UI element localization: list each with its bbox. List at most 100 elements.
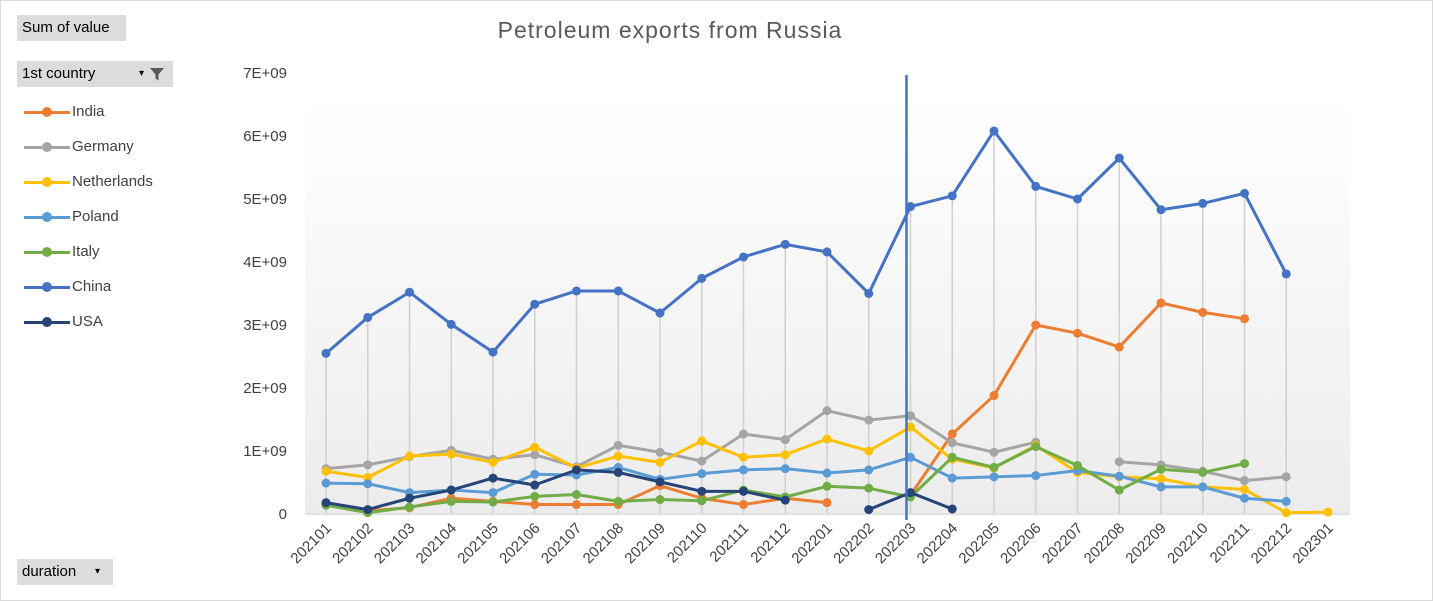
data-point[interactable]	[864, 505, 874, 515]
data-point[interactable]	[613, 496, 623, 506]
data-point[interactable]	[780, 239, 790, 249]
data-point[interactable]	[739, 486, 748, 496]
legend-item-poland[interactable]: Poland	[24, 199, 153, 234]
data-point[interactable]	[864, 446, 874, 456]
data-point[interactable]	[446, 485, 456, 495]
data-point[interactable]	[1073, 328, 1082, 338]
data-point[interactable]	[906, 488, 915, 498]
data-point[interactable]	[405, 287, 414, 297]
data-point[interactable]	[613, 467, 623, 477]
data-point[interactable]	[572, 500, 581, 510]
data-point[interactable]	[1240, 493, 1249, 503]
data-point[interactable]	[822, 468, 832, 478]
data-point[interactable]	[488, 473, 498, 483]
data-point[interactable]	[1073, 194, 1082, 204]
data-point[interactable]	[655, 477, 665, 487]
data-point[interactable]	[864, 415, 874, 425]
data-point[interactable]	[655, 495, 665, 505]
data-point[interactable]	[572, 286, 581, 296]
data-point[interactable]	[1114, 153, 1124, 163]
data-point[interactable]	[822, 481, 832, 491]
data-point[interactable]	[1114, 457, 1124, 467]
legend-item-china[interactable]: China	[24, 269, 153, 304]
data-point[interactable]	[947, 452, 957, 462]
data-point[interactable]	[1281, 496, 1291, 506]
data-point[interactable]	[530, 480, 540, 490]
data-point[interactable]	[1031, 471, 1041, 481]
data-point[interactable]	[1281, 269, 1291, 279]
data-point[interactable]	[989, 462, 999, 472]
first-country-field-button[interactable]: 1st country ▾	[17, 61, 173, 87]
data-point[interactable]	[530, 500, 540, 510]
data-point[interactable]	[697, 469, 707, 479]
data-point[interactable]	[488, 457, 498, 467]
data-point[interactable]	[906, 422, 915, 432]
data-point[interactable]	[1281, 472, 1291, 482]
data-point[interactable]	[822, 406, 832, 416]
data-point[interactable]	[488, 347, 498, 357]
data-point[interactable]	[1156, 464, 1166, 474]
data-point[interactable]	[739, 252, 748, 262]
data-point[interactable]	[947, 504, 957, 514]
data-point[interactable]	[906, 452, 915, 462]
data-point[interactable]	[697, 496, 707, 506]
data-point[interactable]	[1240, 484, 1249, 494]
legend-item-germany[interactable]: Germany	[24, 129, 153, 164]
filter-icon[interactable]	[149, 66, 165, 82]
data-point[interactable]	[530, 450, 540, 460]
data-point[interactable]	[1240, 459, 1249, 469]
duration-field-button[interactable]: duration ▾	[17, 559, 113, 585]
data-point[interactable]	[530, 442, 540, 452]
data-point[interactable]	[1198, 198, 1208, 208]
data-point[interactable]	[655, 457, 665, 467]
data-point[interactable]	[1031, 181, 1041, 191]
data-point[interactable]	[1114, 342, 1124, 352]
data-point[interactable]	[655, 308, 665, 318]
data-point[interactable]	[864, 483, 874, 493]
data-point[interactable]	[989, 472, 999, 482]
data-point[interactable]	[780, 464, 790, 474]
data-point[interactable]	[822, 434, 832, 444]
data-point[interactable]	[1114, 471, 1124, 481]
data-point[interactable]	[655, 447, 665, 457]
data-point[interactable]	[947, 473, 957, 483]
legend-item-usa[interactable]: USA	[24, 304, 153, 339]
data-point[interactable]	[530, 491, 540, 501]
data-point[interactable]	[739, 500, 748, 510]
data-point[interactable]	[488, 497, 498, 507]
data-point[interactable]	[321, 498, 331, 508]
data-point[interactable]	[1240, 188, 1249, 198]
data-point[interactable]	[446, 319, 456, 329]
data-point[interactable]	[697, 273, 707, 283]
data-point[interactable]	[864, 289, 874, 298]
data-point[interactable]	[739, 465, 748, 475]
data-point[interactable]	[1198, 467, 1208, 477]
data-point[interactable]	[780, 495, 790, 505]
data-point[interactable]	[405, 451, 414, 461]
data-point[interactable]	[572, 489, 581, 499]
data-point[interactable]	[906, 202, 915, 212]
data-point[interactable]	[446, 496, 456, 506]
data-point[interactable]	[1031, 442, 1041, 452]
data-point[interactable]	[446, 449, 456, 459]
data-point[interactable]	[613, 451, 623, 461]
data-point[interactable]	[1156, 474, 1166, 484]
data-point[interactable]	[1073, 460, 1082, 470]
data-point[interactable]	[613, 440, 623, 450]
data-point[interactable]	[822, 247, 832, 257]
legend-item-netherlands[interactable]: Netherlands	[24, 164, 153, 199]
data-point[interactable]	[1323, 507, 1333, 517]
data-point[interactable]	[780, 450, 790, 460]
data-point[interactable]	[572, 465, 581, 475]
data-point[interactable]	[697, 456, 707, 466]
data-point[interactable]	[739, 452, 748, 462]
data-point[interactable]	[405, 502, 414, 512]
data-point[interactable]	[1240, 314, 1249, 324]
data-point[interactable]	[1240, 476, 1249, 486]
data-point[interactable]	[864, 465, 874, 475]
data-point[interactable]	[321, 348, 331, 358]
data-point[interactable]	[822, 498, 832, 508]
data-point[interactable]	[1114, 485, 1124, 495]
data-point[interactable]	[947, 429, 957, 439]
data-point[interactable]	[530, 469, 540, 479]
